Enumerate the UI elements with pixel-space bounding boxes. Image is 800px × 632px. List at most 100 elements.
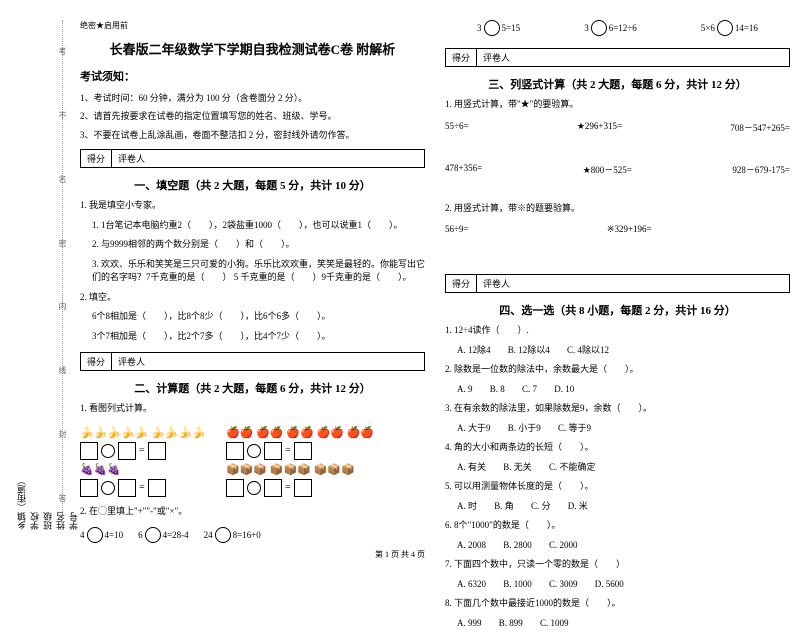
question: 1. 我是填空小专家。 [80, 199, 425, 213]
score-cell: 得分 [446, 49, 477, 66]
calc-row: 478+356= ★800－525= 928－679-175= [445, 163, 790, 176]
top-equations: 35=15 3 6=12÷6 5×614=16 [445, 20, 790, 36]
answer-box[interactable] [264, 479, 282, 497]
score-box: 得分 评卷人 [80, 149, 425, 168]
option: B. 12除以4 [508, 344, 550, 358]
section-title: 三、列竖式计算（共 2 大题，每题 6 分，共计 12 分） [445, 76, 790, 92]
side-label: 班级 [41, 20, 54, 530]
eq-item: 64=28-4 [138, 527, 189, 543]
equals: = [139, 482, 145, 493]
answer-box[interactable] [294, 479, 312, 497]
option: C. 等于9 [558, 422, 591, 436]
question: 6个8相加是（ ），比8个8少（ ），比6个6多（ ）。 [80, 310, 425, 324]
eq-num: 24 [204, 530, 213, 540]
option: B. 1000 [503, 578, 532, 592]
answer-box[interactable] [226, 479, 244, 497]
right-column: 35=15 3 6=12÷6 5×614=16 得分 评卷人 三、列竖式计算（共 … [445, 20, 790, 632]
question: 1. 看图列式计算。 [80, 402, 425, 416]
main-content: 绝密★启用前 长春版二年级数学下学期自我检测试卷C卷 附解析 考试须知： 1、考… [80, 20, 790, 632]
side-label: 学校 [28, 20, 41, 530]
answer-box[interactable] [148, 479, 166, 497]
eq-num: 4=28-4 [163, 530, 189, 540]
eq-item: 35=15 [477, 20, 520, 36]
option: D. 10 [554, 383, 574, 397]
question: 1. 用竖式计算，带"★"的要验算。 [445, 98, 790, 112]
notice-item: 3、不要在试卷上乱涂乱画，卷面不整洁扣 2 分，密封线外请勿作答。 [80, 128, 425, 142]
equation-boxes: = [226, 442, 374, 460]
option: C. 分 [531, 500, 551, 514]
eq-num: 8=16+0 [233, 530, 261, 540]
op-circle[interactable] [717, 20, 733, 36]
apple-icons: 🍎🍎 🍎🍎 🍎🍎 🍎🍎 🍎🍎 [226, 426, 374, 439]
question: 3. 在有余数的除法里，如果除数是9，余数（ ）。 [445, 402, 790, 416]
banana-icons: 🍌🍌🍌🍌🍌 🍌🍌🍌🍌 [80, 426, 206, 439]
answer-box[interactable] [226, 442, 244, 460]
op-circle[interactable] [591, 20, 607, 36]
marker: 内 [55, 301, 70, 312]
eq-num: 4 [80, 530, 85, 540]
question: 5. 可以用测量物体长度的是（ ）。 [445, 480, 790, 494]
section-title: 四、选一选（共 8 小题，每题 2 分，共计 16 分） [445, 302, 790, 318]
option: B. 小于9 [508, 422, 541, 436]
options: A. 999 B. 899 C. 1009 [445, 617, 790, 631]
answer-box[interactable] [118, 442, 136, 460]
calc-item: 56÷9= [445, 224, 469, 235]
marker: 名 [55, 174, 70, 185]
op-circle[interactable] [247, 444, 261, 458]
score-cell: 得分 [81, 353, 112, 370]
option: A. 大于9 [457, 422, 491, 436]
op-circle[interactable] [247, 481, 261, 495]
score-cell: 评卷人 [477, 275, 516, 292]
answer-box[interactable] [294, 442, 312, 460]
answer-box[interactable] [80, 479, 98, 497]
eq-num: 14=16 [735, 23, 758, 33]
eq-item: 5×614=16 [701, 20, 758, 36]
option: A. 有关 [457, 461, 486, 475]
option: A. 时 [457, 500, 477, 514]
options: A. 有关 B. 无关 C. 不能确定 [445, 461, 790, 475]
answer-box[interactable] [148, 442, 166, 460]
score-cell: 评卷人 [112, 150, 151, 167]
exam-title: 长春版二年级数学下学期自我检测试卷C卷 附解析 [80, 39, 425, 58]
section-title: 一、填空题（共 2 大题，每题 5 分，共计 10 分） [80, 177, 425, 193]
equals: = [139, 445, 145, 456]
eq-item: 3 6=12÷6 [584, 20, 637, 36]
op-circle[interactable] [484, 20, 500, 36]
op-circle[interactable] [145, 527, 161, 543]
confidential-mark: 绝密★启用前 [80, 20, 425, 31]
option: B. 899 [499, 617, 523, 631]
options: A. 9 B. 8 C. 7 D. 10 [445, 383, 790, 397]
option: A. 9 [457, 383, 473, 397]
question: 8. 下面几个数中最接近1000的数是（ ）。 [445, 597, 790, 611]
score-box: 得分 评卷人 [445, 274, 790, 293]
eq-num: 3 [584, 23, 589, 33]
score-cell: 得分 [446, 275, 477, 292]
pic-group: 🍎🍎 🍎🍎 🍎🍎 🍎🍎 🍎🍎 = 📦📦📦 📦📦📦 📦📦📦 = [226, 426, 374, 497]
score-cell: 得分 [81, 150, 112, 167]
box-icons: 📦📦📦 📦📦📦 📦📦📦 [226, 463, 374, 476]
eq-item: 24 8=16+0 [204, 527, 261, 543]
op-circle[interactable] [101, 444, 115, 458]
equation-row: 44=10 64=28-4 248=16+0 [80, 527, 425, 543]
options: A. 6320 B. 1000 C. 3009 D. 5600 [445, 578, 790, 592]
side-label: 乡镇（街道） [15, 20, 28, 530]
pic-group: 🍌🍌🍌🍌🍌 🍌🍌🍌🍌 = 🍇🍇🍇 = [80, 426, 206, 497]
eq-num: 6=12÷6 [609, 23, 637, 33]
notice-header: 考试须知： [80, 68, 425, 84]
calc-item: ※329+196= [607, 224, 652, 235]
marker: 封 [55, 429, 70, 440]
page-footer: 第 1 页 共 4 页 [0, 549, 800, 560]
option: A. 6320 [457, 578, 486, 592]
answer-box[interactable] [118, 479, 136, 497]
equation-boxes: = [226, 479, 374, 497]
op-circle[interactable] [215, 527, 231, 543]
score-box: 得分 评卷人 [445, 48, 790, 67]
op-circle[interactable] [101, 481, 115, 495]
option: B. 8 [490, 383, 505, 397]
pictorial-problems: 🍌🍌🍌🍌🍌 🍌🍌🍌🍌 = 🍇🍇🍇 = [80, 426, 425, 497]
answer-box[interactable] [264, 442, 282, 460]
op-circle[interactable] [87, 527, 103, 543]
answer-box[interactable] [80, 442, 98, 460]
option: A. 999 [457, 617, 482, 631]
calc-item: 708－547+265= [730, 121, 790, 134]
